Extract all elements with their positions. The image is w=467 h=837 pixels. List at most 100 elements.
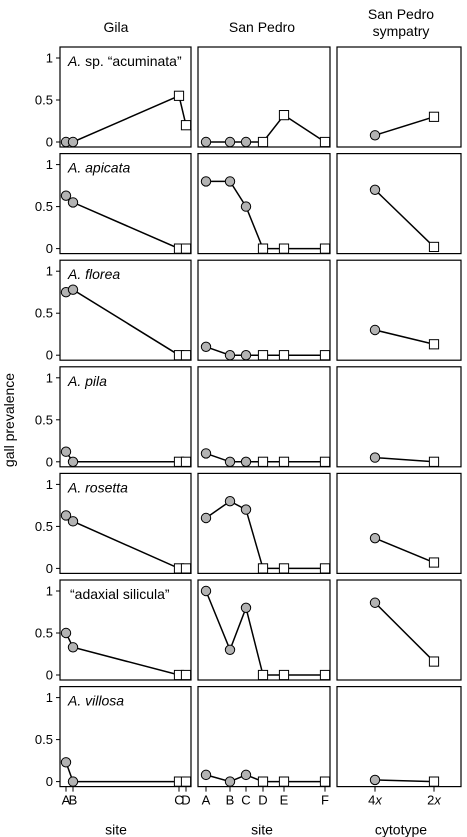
series-line [374,537,435,564]
panel-frame-sanpedro [197,259,331,361]
data-point-circle [60,446,72,457]
species-label: A. pila [67,373,107,389]
data-point-circle [224,644,236,655]
data-point-circle [67,642,79,653]
panel-frame-gila [59,259,192,361]
panel-frame-sympatry [336,685,462,788]
y-tick-label: 0 [46,774,53,789]
data-point-square [278,563,290,574]
y-tick-label: 0 [46,561,53,576]
species-label: A. sp. “acuminata” [67,53,182,69]
data-point-square [180,243,192,254]
data-point-circle [200,448,212,459]
data-point-circle [224,776,236,787]
species-label-rest: sp. “acuminata” [81,53,182,69]
x-axis-title-gila: site [105,822,127,837]
species-label: A. apicata [67,160,130,176]
x-tick-label: C [174,793,183,808]
panel-frame-sanpedro [197,153,331,255]
data-point-square [180,563,192,574]
series-line [65,514,186,570]
data-point-square [319,243,331,254]
y-tick-label: 0.5 [35,732,53,747]
x-tick-label: D [258,793,267,808]
column-title-sympatry: San Pedro [368,6,434,22]
data-point-circle [369,774,381,786]
panel-frame-gila [59,472,192,574]
panel-frame-sympatry [336,472,462,574]
x-axis-title-sanpedro: site [251,822,273,837]
y-tick-label: 0 [46,135,53,150]
series-line [65,288,186,356]
x-tick-label: A [202,793,211,808]
data-point-square [319,563,331,574]
panel-frame-sympatry [336,259,462,361]
data-point-circle [369,324,381,336]
data-point-circle [240,350,252,361]
data-point-circle [224,136,236,148]
data-point-circle [67,284,79,295]
panel-frame-sanpedro [197,685,331,788]
data-point-square [278,776,290,787]
x-tick-label-x: x [374,793,382,808]
data-point-square [257,456,269,467]
data-point-square [428,656,440,667]
data-point-square [278,350,290,361]
species-label-rest: “adaxial silicula” [70,586,170,602]
x-tick-label: 2x [427,793,441,808]
series-line [65,632,186,676]
panel-frame-sanpedro [197,472,331,574]
species-label: “adaxial silicula” [70,586,170,602]
data-point-square [428,557,440,568]
y-tick-label: 1 [46,477,53,492]
data-point-circle [200,136,212,148]
data-point-square [180,456,192,467]
column-title-sanpedro: San Pedro [229,19,295,35]
x-tick-label: B [69,793,78,808]
y-tick-label: 1 [46,690,53,705]
data-point-circle [60,510,72,521]
y-tick-label: 1 [46,51,53,66]
series-line [66,94,187,143]
data-point-circle [224,176,236,187]
x-tick-label: F [321,793,329,808]
data-point-square [180,350,192,361]
data-point-circle [240,136,252,148]
data-point-circle [60,627,72,639]
data-point-square [428,339,440,350]
y-axis-title: gall prevalence [1,373,17,467]
data-point-circle [369,130,381,141]
y-tick-label: 0.5 [35,306,53,321]
data-point-square [319,456,331,467]
panel-frame-sympatry [336,46,462,148]
x-tick-label: C [241,793,250,808]
species-label: A. rosetta [67,479,128,495]
data-point-circle [240,456,252,467]
series-line [374,116,435,136]
data-point-square [319,669,331,681]
y-tick-label: 0 [46,454,53,469]
data-point-circle [224,496,236,507]
x-axis-title-sympatry: cytotype [375,822,427,837]
panel-frame-sympatry [336,366,462,468]
species-label: A. villosa [67,693,124,709]
x-tick-label-number: 4 [368,793,375,808]
series-line [206,180,325,250]
species-label-italic: A. apicata [67,160,130,176]
x-tick-label-x: x [433,793,441,808]
species-label-italic: A. florea [67,266,120,282]
data-point-square [257,563,269,574]
species-label: A. florea [67,266,120,282]
x-tick-label-number: 2 [427,793,434,808]
data-point-circle [200,585,212,597]
data-point-circle [67,136,79,148]
x-tick-label: B [226,793,235,808]
series-line [374,602,435,663]
data-point-square [257,243,269,254]
y-tick-label: 1 [46,584,53,599]
data-point-square [278,110,290,121]
panel-frame-gila [59,579,192,681]
data-point-square [428,111,440,122]
